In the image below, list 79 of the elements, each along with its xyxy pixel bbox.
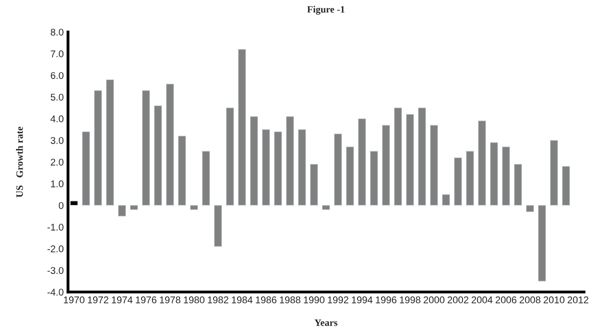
- bar: [442, 194, 450, 206]
- x-tick-label: 2006: [496, 296, 516, 304]
- bar: [562, 166, 570, 206]
- bar: [82, 131, 90, 206]
- bar: [106, 79, 114, 206]
- x-tick-label: 1972: [88, 296, 108, 304]
- bar: [274, 131, 282, 206]
- x-tick-label: 1970: [64, 296, 84, 304]
- y-axis-title: US Growth rate: [16, 126, 23, 198]
- bar: [226, 108, 234, 206]
- chart-title: Figure -1: [307, 6, 344, 15]
- bar: [262, 129, 270, 206]
- y-tick-label: 7.0: [50, 50, 64, 58]
- bar: [94, 90, 102, 206]
- bar: [334, 134, 342, 206]
- y-tick-label: -2.0: [48, 245, 64, 252]
- bar: [526, 205, 534, 212]
- y-tick-label: 1.0: [51, 180, 64, 188]
- bar: [322, 205, 330, 210]
- bar: [142, 90, 150, 206]
- bar: [454, 157, 462, 206]
- y-tick-label: -1.0: [48, 224, 64, 231]
- x-tick-label: 1992: [328, 296, 348, 304]
- y-tick-label: -4.0: [48, 288, 64, 296]
- x-tick-label: 1990: [304, 296, 324, 304]
- x-tick-label: 1980: [184, 296, 204, 304]
- bar: [310, 164, 318, 206]
- bar: [406, 114, 414, 206]
- bar: [550, 140, 558, 206]
- bar: [394, 108, 402, 206]
- bar: [166, 84, 174, 206]
- y-tick-label: -3.0: [48, 267, 64, 274]
- bar: [214, 205, 222, 247]
- y-tick-label: 0: [58, 202, 64, 209]
- bar: [430, 124, 438, 206]
- x-tick-label: 2008: [520, 296, 540, 304]
- x-tick-label: 2002: [448, 296, 468, 304]
- bar: [250, 116, 258, 206]
- x-tick-label: 1994: [352, 296, 373, 304]
- x-tick-label: 2012: [568, 296, 588, 304]
- y-tick-label: 8.0: [50, 28, 64, 36]
- y-tick-label: 5.0: [50, 94, 64, 101]
- x-tick-label: 1998: [400, 296, 420, 304]
- bar: [418, 108, 426, 206]
- bar: [238, 49, 246, 206]
- bar: [298, 129, 306, 206]
- bar: [538, 205, 546, 282]
- bar: [202, 150, 210, 206]
- y-tick-label: 3.0: [50, 137, 64, 144]
- x-tick-label: 2000: [424, 296, 444, 304]
- x-tick-label: 1982: [208, 296, 228, 304]
- bar: [382, 124, 390, 206]
- bar: [154, 105, 162, 206]
- bar: [358, 118, 366, 206]
- x-tick-label: 1986: [256, 296, 276, 304]
- x-tick-label: 1974: [112, 296, 133, 304]
- y-tick-label: 6.0: [50, 72, 64, 79]
- bar: [502, 146, 510, 206]
- x-tick-label: 1984: [232, 296, 253, 304]
- x-tick-label: 1988: [280, 296, 300, 304]
- x-tick-label: 1976: [136, 296, 156, 304]
- bar: [118, 205, 126, 216]
- x-tick-label: 1996: [376, 296, 396, 304]
- bar: [190, 205, 198, 210]
- y-tick-label: 4.0: [50, 115, 64, 122]
- bar: [370, 150, 378, 206]
- bar: [346, 146, 354, 206]
- y-tick-label: 2.0: [50, 158, 64, 166]
- bar: [478, 120, 486, 206]
- x-tick-label: 2004: [472, 296, 493, 304]
- x-axis-title: Years: [314, 320, 338, 326]
- bar: [130, 205, 138, 210]
- x-tick-label: 2010: [544, 296, 564, 304]
- bar: [178, 136, 186, 206]
- bar: [490, 142, 498, 206]
- bar: [514, 164, 522, 206]
- x-tick-label: 1978: [160, 296, 180, 304]
- bar: [286, 116, 294, 206]
- bar: [466, 150, 474, 206]
